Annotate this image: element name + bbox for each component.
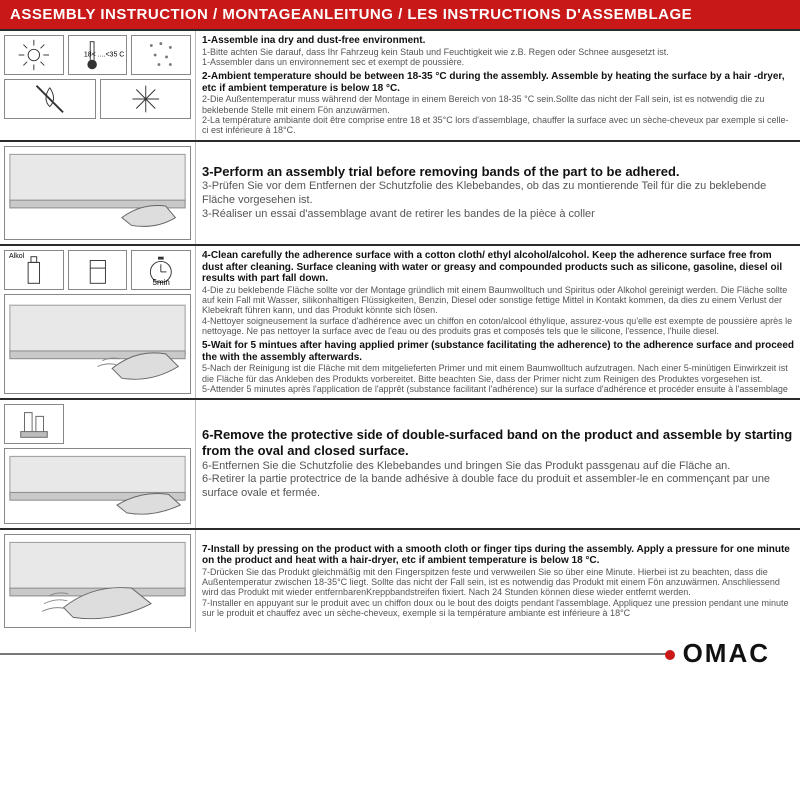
thermometer-icon: 18< ....<35 C: [68, 35, 128, 75]
footer-dot-icon: [665, 650, 675, 660]
step-5: 5-Wait for 5 mintues after having applie…: [202, 340, 794, 394]
sun-icon: [4, 35, 64, 75]
brand-logo: OMAC: [671, 638, 770, 669]
step-4-fr: 4-Nettoyer soigneusement la surface d'ad…: [202, 316, 794, 337]
step-6-de: 6-Entfernen Sie die Schutzfolie des Kleb…: [202, 460, 794, 474]
illus-1-2: 18< ....<35 C: [0, 31, 196, 140]
footer: OMAC: [0, 632, 800, 669]
step-3-fr: 3-Réaliser un essai d'assemblage avant d…: [202, 208, 794, 222]
step-6: 6-Remove the protective side of double-s…: [202, 427, 794, 501]
step-2-de: 2-Die Außentemperatur muss während der M…: [202, 94, 794, 115]
row-7: 7-Install by pressing on the product wit…: [0, 528, 800, 633]
step-4-bold: 4-Clean carefully the adherence surface …: [202, 250, 794, 285]
trial-fit-icon: [4, 146, 191, 241]
primer-icon: [68, 250, 128, 290]
no-water-icon: [4, 79, 96, 119]
row-3: 3-Perform an assembly trial before remov…: [0, 140, 800, 245]
illus-4-5: Alkol 5min: [0, 246, 196, 398]
text-1-2: 1-Assemble ina dry and dust-free environ…: [196, 31, 800, 140]
text-7: 7-Install by pressing on the product wit…: [196, 530, 800, 633]
text-4-5: 4-Clean carefully the adherence surface …: [196, 246, 800, 398]
step-1: 1-Assemble ina dry and dust-free environ…: [202, 35, 794, 67]
text-6: 6-Remove the protective side of double-s…: [196, 400, 800, 527]
step-2: 2-Ambient temperature should be between …: [202, 71, 794, 135]
apply-icon: [4, 448, 191, 523]
illus-7: [0, 530, 196, 633]
step-7-de: 7-Drücken Sie das Produkt gleichmäßig mi…: [202, 567, 794, 598]
snowflake-icon: [100, 79, 192, 119]
illus-6: [0, 400, 196, 527]
timer-label: 5min: [153, 278, 170, 287]
alcohol-icon: Alkol: [4, 250, 64, 290]
step-1-de: 1-Bitte achten Sie darauf, dass Ihr Fahr…: [202, 47, 794, 57]
row-6: 6-Remove the protective side of double-s…: [0, 398, 800, 527]
step-4-de: 4-Die zu beklebende Fläche sollte vor de…: [202, 285, 794, 316]
step-1-fr: 1-Assembler dans un environnement sec et…: [202, 57, 794, 67]
temp-range-label: 18< ....<35 C: [84, 52, 124, 59]
step-5-fr: 5-Attender 5 minutes après l'application…: [202, 384, 794, 394]
step-1-bold: 1-Assemble ina dry and dust-free environ…: [202, 35, 794, 47]
peel-tape-icon: [4, 404, 64, 444]
row-4-5: Alkol 5min 4-Clean carefully the adheren…: [0, 244, 800, 398]
step-3-bold: 3-Perform an assembly trial before remov…: [202, 164, 794, 180]
step-7-bold: 7-Install by pressing on the product wit…: [202, 544, 794, 567]
step-7: 7-Install by pressing on the product wit…: [202, 544, 794, 619]
header-title: ASSEMBLY INSTRUCTION / MONTAGEANLEITUNG …: [0, 0, 800, 29]
step-6-bold: 6-Remove the protective side of double-s…: [202, 427, 794, 460]
dust-icon: [131, 35, 191, 75]
illus-3: [0, 142, 196, 245]
step-5-bold: 5-Wait for 5 mintues after having applie…: [202, 340, 794, 363]
step-3-de: 3-Prüfen Sie vor dem Entfernen der Schut…: [202, 180, 794, 208]
step-7-fr: 7-Installer en appuyant sur le produit a…: [202, 598, 794, 619]
step-3: 3-Perform an assembly trial before remov…: [202, 164, 794, 222]
step-2-fr: 2-La température ambiante doit être comp…: [202, 115, 794, 136]
step-6-fr: 6-Retirer la partie protectrice de la ba…: [202, 473, 794, 501]
step-5-de: 5-Nach der Reinigung ist die Fläche mit …: [202, 363, 794, 384]
press-icon: [4, 534, 191, 629]
wipe-icon: [4, 294, 191, 394]
step-2-bold: 2-Ambient temperature should be between …: [202, 71, 794, 94]
alkol-label: Alkol: [9, 253, 24, 260]
row-1-2: 18< ....<35 C 1-Assemble ina dry and dus…: [0, 29, 800, 140]
step-4: 4-Clean carefully the adherence surface …: [202, 250, 794, 336]
timer-icon: 5min: [131, 250, 191, 290]
text-3: 3-Perform an assembly trial before remov…: [196, 142, 800, 245]
footer-line: [0, 653, 671, 655]
